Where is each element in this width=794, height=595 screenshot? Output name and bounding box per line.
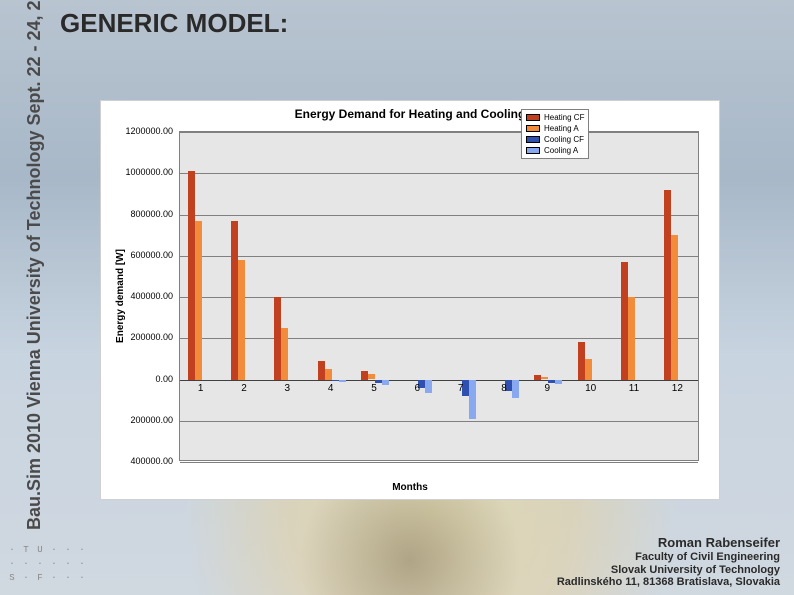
bar-cooling_a xyxy=(469,380,476,419)
legend-label: Heating A xyxy=(544,123,579,134)
logo-grid: ·TU·········S·F··· xyxy=(6,545,88,585)
bar-heating_a xyxy=(671,235,678,379)
sidebar-conference-text: Bau.Sim 2010 Vienna University of Techno… xyxy=(24,0,45,530)
logo-cell: · xyxy=(20,559,32,571)
legend-swatch xyxy=(526,114,540,121)
bar-cooling_a xyxy=(555,380,562,385)
x-axis-label: Months xyxy=(101,482,719,493)
y-tick-label: 1200000.00 xyxy=(125,126,173,136)
logo-cell: · xyxy=(6,545,18,557)
footer-address: Radlinského 11, 81368 Bratislava, Slovak… xyxy=(557,576,780,589)
logo-cell: · xyxy=(48,559,60,571)
grid-line xyxy=(180,256,698,257)
x-tick-label: 10 xyxy=(585,383,596,394)
logo-cell: · xyxy=(20,573,32,585)
logo-cell: · xyxy=(76,545,88,557)
bar-heating_cf xyxy=(274,297,281,380)
logo-cell: F xyxy=(34,573,46,585)
bar-heating_cf xyxy=(188,171,195,379)
legend-item: Heating A xyxy=(526,123,584,134)
grid-line xyxy=(180,462,698,463)
logo-cell: · xyxy=(6,559,18,571)
bar-heating_cf xyxy=(318,361,325,380)
legend-swatch xyxy=(526,136,540,143)
y-tick-label: 200000.00 xyxy=(130,332,173,342)
logo-cell: · xyxy=(34,559,46,571)
bar-heating_cf xyxy=(578,342,585,379)
logo-cell: · xyxy=(76,559,88,571)
bar-cooling_cf xyxy=(332,380,339,382)
x-tick-label: 4 xyxy=(328,383,334,394)
legend-label: Cooling A xyxy=(544,145,578,156)
logo-cell: T xyxy=(20,545,32,557)
grid-line xyxy=(180,132,698,133)
chart-title: Energy Demand for Heating and Cooling xyxy=(101,107,719,121)
x-tick-label: 3 xyxy=(285,383,291,394)
bar-cooling_a xyxy=(425,380,432,393)
x-tick-label: 11 xyxy=(629,383,639,394)
y-tick-label: 0.00 xyxy=(155,374,173,384)
legend-swatch xyxy=(526,147,540,154)
logo-cell: · xyxy=(76,573,88,585)
bar-heating_cf xyxy=(361,371,368,379)
footer-faculty: Faculty of Civil Engineering xyxy=(557,551,780,564)
grid-line xyxy=(180,173,698,174)
legend-item: Cooling A xyxy=(526,145,584,156)
y-axis-label: Energy demand [W] xyxy=(115,249,126,343)
bar-heating_cf xyxy=(664,190,671,380)
x-tick-label: 6 xyxy=(415,383,421,394)
bar-heating_a xyxy=(628,297,635,380)
bar-heating_a xyxy=(541,377,548,379)
x-tick-label: 2 xyxy=(241,383,247,394)
legend: Heating CFHeating ACooling CFCooling A xyxy=(521,109,589,159)
logo-cell: U xyxy=(34,545,46,557)
bar-cooling_a xyxy=(512,380,519,399)
slide: Bau.Sim 2010 Vienna University of Techno… xyxy=(0,0,794,595)
x-tick-label: 12 xyxy=(672,383,683,394)
plot-area xyxy=(179,131,699,461)
y-tick-label: 1000000.00 xyxy=(125,167,173,177)
footer-university: Slovak University of Technology xyxy=(557,564,780,577)
x-tick-label: 7 xyxy=(458,383,464,394)
legend-label: Cooling CF xyxy=(544,134,584,145)
legend-item: Cooling CF xyxy=(526,134,584,145)
y-tick-label: 600000.00 xyxy=(130,250,173,260)
x-tick-label: 9 xyxy=(545,383,551,394)
bar-heating_a xyxy=(585,359,592,380)
x-tick-label: 8 xyxy=(501,383,507,394)
bar-heating_a xyxy=(368,374,375,380)
bar-heating_a xyxy=(195,221,202,380)
bar-heating_a xyxy=(238,260,245,380)
grid-line xyxy=(180,380,698,381)
author-name: Roman Rabenseifer xyxy=(557,536,780,551)
bar-heating_cf xyxy=(534,375,541,379)
y-tick-label: 400000.00 xyxy=(130,291,173,301)
x-tick-label: 5 xyxy=(371,383,377,394)
y-tick-label: 400000.00 xyxy=(130,456,173,466)
bar-heating_cf xyxy=(621,262,628,380)
legend-swatch xyxy=(526,125,540,132)
slide-title: GENERIC MODEL: xyxy=(60,8,288,39)
logo-cell: · xyxy=(48,573,60,585)
bar-heating_a xyxy=(325,369,332,379)
logo-cell: S xyxy=(6,573,18,585)
legend-item: Heating CF xyxy=(526,112,584,123)
bar-heating_cf xyxy=(231,221,238,380)
logo-cell: · xyxy=(48,545,60,557)
bar-cooling_a xyxy=(339,380,346,382)
grid-line xyxy=(180,215,698,216)
bar-heating_a xyxy=(281,328,288,380)
grid-line xyxy=(180,421,698,422)
logo-cell: · xyxy=(62,573,74,585)
footer: Roman Rabenseifer Faculty of Civil Engin… xyxy=(557,536,780,589)
y-tick-label: 200000.00 xyxy=(130,415,173,425)
x-tick-label: 1 xyxy=(198,383,204,394)
y-tick-label: 800000.00 xyxy=(130,209,173,219)
logo-cell: · xyxy=(62,559,74,571)
legend-label: Heating CF xyxy=(544,112,584,123)
logo-cell: · xyxy=(62,545,74,557)
bar-cooling_a xyxy=(382,380,389,386)
chart-panel: Energy Demand for Heating and Cooling En… xyxy=(100,100,720,500)
